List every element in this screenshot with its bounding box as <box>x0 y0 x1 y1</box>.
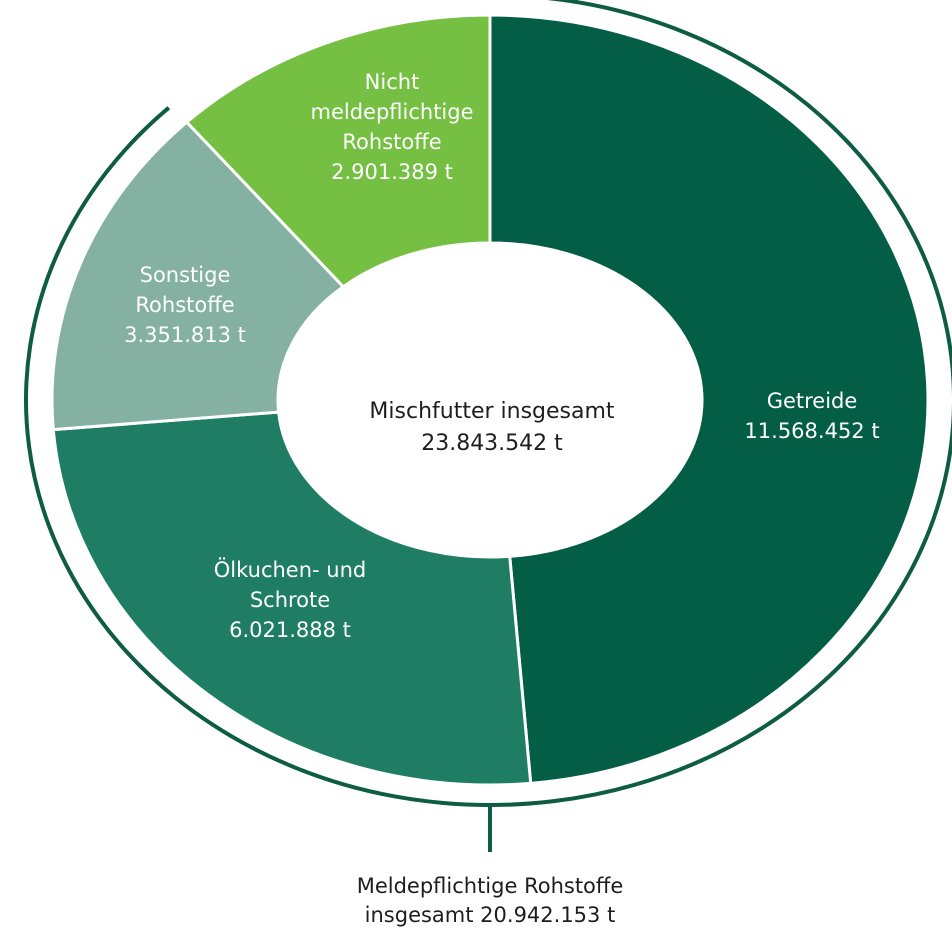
slice-category-label: Rohstoffe <box>342 130 441 154</box>
slice-category-label: Schrote <box>250 588 330 612</box>
slice-nicht <box>184 13 492 289</box>
slice-value-label: 11.568.452 t <box>744 419 879 443</box>
slice-value-label: 3.351.813 t <box>124 323 246 347</box>
center-total: 23.843.542 t <box>421 431 563 456</box>
slice-category-label: Ölkuchen- und <box>214 557 366 582</box>
chart-slices <box>50 13 930 787</box>
slice-sonstige <box>50 120 346 432</box>
slice-category-label: Sonstige <box>140 263 231 287</box>
center-title: Mischfutter insgesamt <box>369 399 615 424</box>
slice-value-label: 2.901.389 t <box>331 160 453 184</box>
bracket-arc <box>24 0 952 807</box>
slice-getreide <box>488 13 930 785</box>
reportable-bracket <box>24 0 952 852</box>
slice-value-label: 6.021.888 t <box>229 618 351 642</box>
slice-category-label: Rohstoffe <box>135 293 234 317</box>
slice-oelkuchen-und <box>51 410 533 787</box>
bracket-total: insgesamt 20.942.153 t <box>365 903 616 927</box>
chart-slice-labels: Getreide 11.568.452 t Ölkuchen- und Schrote… <box>124 70 879 642</box>
slice-category-label: Nicht <box>365 70 420 94</box>
bracket-title: Meldepflichtige Rohstoffe <box>357 874 624 898</box>
slice-category-label: meldepflichtige <box>310 100 473 124</box>
slice-category-label: Getreide <box>767 389 858 413</box>
